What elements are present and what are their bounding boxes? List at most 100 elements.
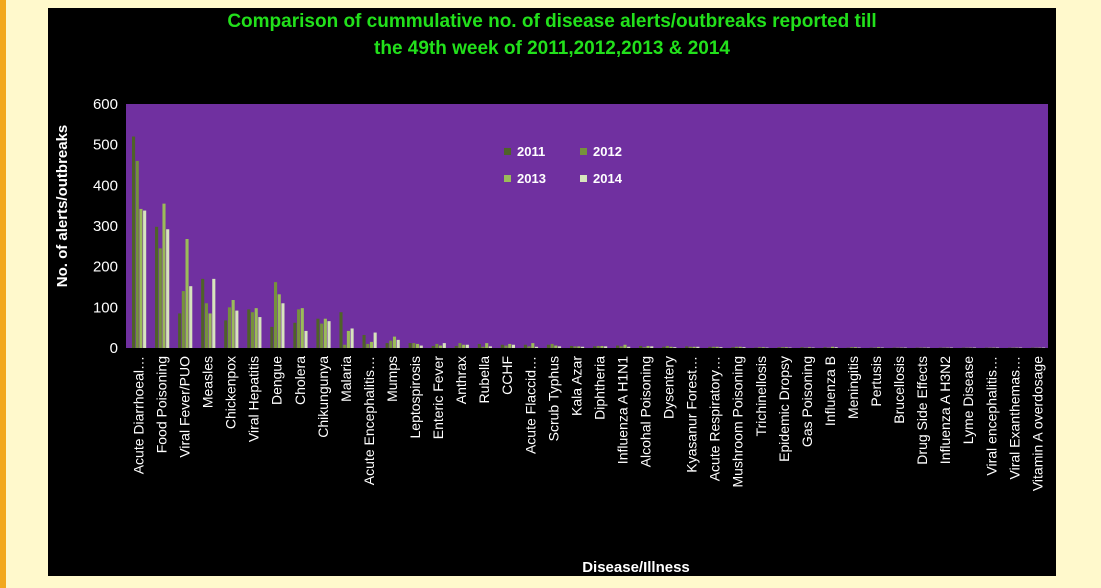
bar-2011 xyxy=(662,346,666,348)
bar-2011 xyxy=(408,343,412,348)
bar-2011 xyxy=(431,345,435,348)
bar-2012 xyxy=(412,343,416,348)
left-border xyxy=(0,0,6,588)
bar-2013 xyxy=(531,343,535,348)
bar-2012 xyxy=(850,347,854,348)
x-tick-label: Viral Fever/PUO xyxy=(177,356,193,458)
bar-2013 xyxy=(577,346,581,348)
x-tick-label: Acute Diarrhoeal… xyxy=(130,356,146,474)
bar-2012 xyxy=(135,160,139,348)
bar-2013 xyxy=(323,318,327,348)
bar-2014 xyxy=(166,229,170,348)
bar-2011 xyxy=(178,313,182,348)
chart-title: Comparison of cummulative no. of disease… xyxy=(48,8,1056,62)
bar-2012 xyxy=(158,248,162,348)
x-tick-label: Meningitis xyxy=(845,356,861,419)
x-tick-label: Leptospirosis xyxy=(407,356,423,439)
chart-title-line-2: the 49th week of 2011,2012,2013 & 2014 xyxy=(374,38,730,59)
x-tick-label: Kala Azar xyxy=(568,356,584,416)
legend-label: 2013 xyxy=(517,171,546,186)
x-tick-label: Anthrax xyxy=(453,356,469,404)
chart-panel: Comparison of cummulative no. of disease… xyxy=(48,8,1056,576)
bar-2013 xyxy=(254,308,258,348)
x-tick-label: Lyme Disease xyxy=(960,356,976,444)
x-tick-label: Malaria xyxy=(338,356,354,402)
x-tick-label: Influenza A H1N1 xyxy=(614,356,630,464)
bar-2012 xyxy=(619,346,623,348)
bar-2014 xyxy=(465,344,469,348)
bar-2012 xyxy=(458,343,462,348)
bar-2012 xyxy=(758,347,762,348)
legend-item-2011: 2011 xyxy=(504,144,580,159)
legend-item-2014: 2014 xyxy=(580,171,656,186)
bar-2013 xyxy=(508,343,512,348)
bar-2011 xyxy=(500,344,504,348)
bar-2011 xyxy=(132,136,136,348)
bar-2011 xyxy=(569,345,574,348)
bar-2011 xyxy=(362,334,366,348)
bar-2014 xyxy=(719,347,723,348)
x-tick-label: Epidemic Dropsy xyxy=(776,356,792,462)
bar-2011 xyxy=(523,344,527,348)
chart-legend: 2011 2012 2013 2014 xyxy=(504,144,724,186)
x-tick-label: Acute Flaccid… xyxy=(522,356,538,454)
legend-label: 2014 xyxy=(593,171,622,186)
y-tick-label: 400 xyxy=(93,177,118,194)
bar-2012 xyxy=(274,282,278,348)
y-tick-label: 600 xyxy=(93,96,118,113)
x-tick-label: Cholera xyxy=(292,356,308,405)
bar-2011 xyxy=(708,346,712,348)
x-axis-label: Disease/Illness xyxy=(582,559,690,576)
bar-2013 xyxy=(231,300,235,348)
x-tick-label: Mumps xyxy=(384,356,400,402)
bar-2013 xyxy=(623,344,627,348)
bar-2012 xyxy=(573,346,577,348)
bar-2013 xyxy=(416,343,420,348)
bar-2012 xyxy=(435,343,439,348)
y-tick-label: 100 xyxy=(93,299,118,316)
plot-area xyxy=(126,104,1048,348)
bar-2014 xyxy=(189,286,193,348)
legend-item-2013: 2013 xyxy=(504,171,580,186)
bar-2013 xyxy=(807,347,811,348)
x-tick-label: Measles xyxy=(200,356,216,408)
bar-2011 xyxy=(247,309,251,348)
bar-2014 xyxy=(235,310,239,348)
legend-swatch xyxy=(580,175,587,182)
bar-2011 xyxy=(224,320,228,348)
bar-2011 xyxy=(593,346,597,348)
x-tick-label: Viral Exanthemas… xyxy=(1006,356,1022,479)
bar-2012 xyxy=(227,307,231,348)
bar-2012 xyxy=(735,346,739,348)
bar-2013 xyxy=(392,336,397,348)
bar-2013 xyxy=(369,341,373,348)
legend-label: 2012 xyxy=(593,144,622,159)
bar-2014 xyxy=(304,330,308,348)
bar-2012 xyxy=(366,343,370,348)
bar-2013 xyxy=(300,308,304,348)
legend-swatch xyxy=(580,148,587,155)
bar-2012 xyxy=(665,345,669,348)
bar-2013 xyxy=(346,330,350,348)
bar-2014 xyxy=(581,346,585,348)
x-tick-label: Dengue xyxy=(269,356,285,405)
bar-2013 xyxy=(439,345,443,348)
bar-2014 xyxy=(742,347,746,348)
x-tick-label: CCHF xyxy=(499,356,515,395)
bar-2012 xyxy=(343,344,347,348)
x-tick-label: Dysentery xyxy=(661,356,677,419)
bar-2013 xyxy=(162,203,166,348)
bar-2014 xyxy=(488,346,492,348)
bar-2013 xyxy=(485,343,489,348)
x-tick-label: Viral Hepatitis xyxy=(246,356,262,442)
x-tick-label: Enteric Fever xyxy=(430,356,446,440)
y-tick-label: 300 xyxy=(93,218,118,235)
bar-2011 xyxy=(293,322,297,348)
bar-2014 xyxy=(281,303,285,348)
x-tick-label: Drug Side Effects xyxy=(914,356,930,465)
bar-2011 xyxy=(685,346,689,348)
x-tick-label: Viral encephalitis… xyxy=(983,356,999,476)
x-tick-label: Chickenpox xyxy=(223,356,239,429)
x-tick-label: Rubella xyxy=(476,356,492,404)
x-tick-label: Alcohal Poisoning xyxy=(638,356,654,467)
